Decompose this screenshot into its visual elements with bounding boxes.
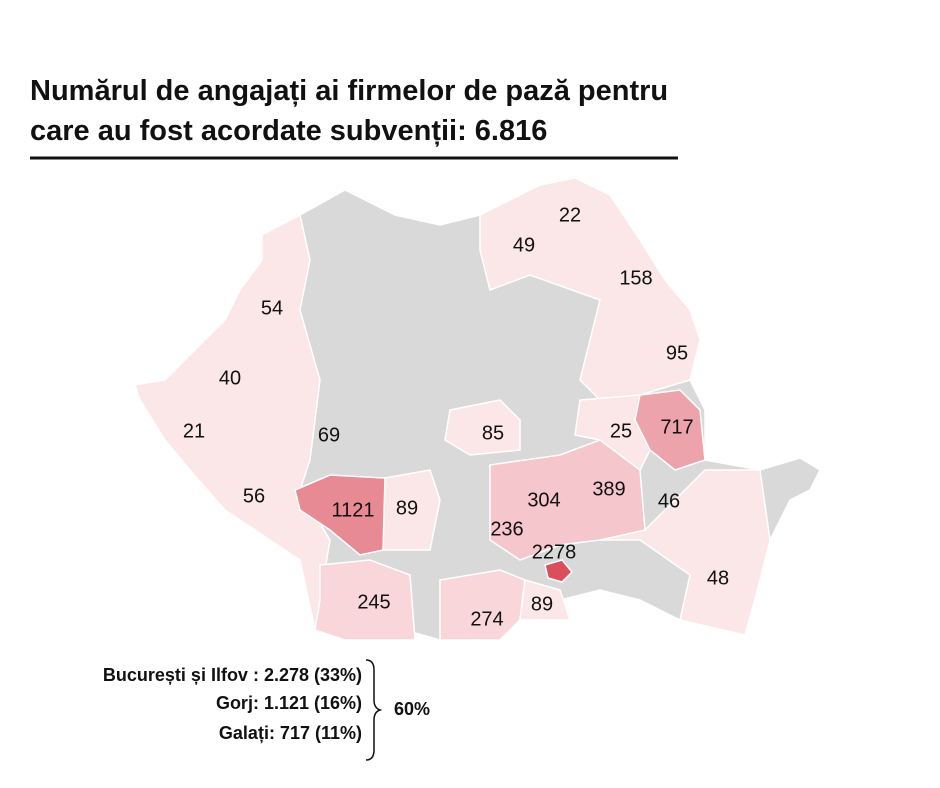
map-label: 21 — [183, 420, 205, 442]
map-label: 40 — [219, 367, 241, 389]
region — [134, 213, 331, 631]
note: Gorj: 1.121 (16%) — [216, 693, 362, 713]
region — [599, 469, 771, 636]
map-label: 46 — [658, 490, 680, 512]
note: Galați: 717 (11%) — [219, 723, 362, 743]
map-label: 245 — [357, 591, 390, 613]
region — [544, 559, 574, 583]
map-label: 1121 — [331, 499, 374, 521]
map-label: 158 — [619, 267, 652, 289]
map-label: 54 — [261, 297, 283, 319]
map-label: 25 — [610, 420, 632, 442]
map-label: 236 — [490, 518, 523, 540]
map-label: 85 — [482, 422, 504, 444]
map-label: 69 — [318, 424, 340, 446]
region — [489, 439, 646, 561]
map-label: 56 — [243, 485, 265, 507]
map-label: 48 — [707, 567, 729, 589]
map-label: 717 — [660, 416, 693, 438]
note-total: 60% — [394, 699, 430, 719]
region — [314, 559, 416, 641]
map-label: 22 — [559, 204, 581, 226]
map-label: 2278 — [532, 541, 577, 563]
title-line: care au fost acordate subvenții: 6.816 — [30, 115, 547, 147]
region — [444, 399, 521, 456]
brace — [365, 659, 383, 761]
map-label: 389 — [592, 478, 625, 500]
region — [519, 579, 572, 621]
region — [634, 389, 706, 471]
region — [479, 177, 701, 401]
map — [134, 177, 821, 641]
map-label: 89 — [396, 497, 418, 519]
note: București și Ilfov : 2.278 (33%) — [103, 665, 362, 685]
map-label: 304 — [527, 489, 560, 511]
map-label: 274 — [470, 608, 503, 630]
map-label: 95 — [666, 342, 688, 364]
map-label: 49 — [513, 234, 535, 256]
map-label: 89 — [531, 593, 553, 615]
region — [294, 474, 386, 556]
title-line: Numărul de angajați ai firmelor de pază … — [30, 75, 668, 107]
